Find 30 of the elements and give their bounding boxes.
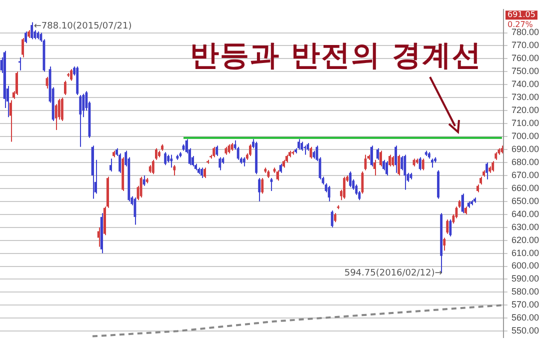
y-tick-label: 760.00 bbox=[511, 53, 540, 64]
annotation: ←788.10(2015/07/21) bbox=[34, 22, 132, 32]
y-tick-label: 670.00 bbox=[511, 170, 540, 180]
y-tick-label: 600.00 bbox=[511, 260, 540, 271]
y-tick-label: 650.00 bbox=[511, 196, 540, 206]
y-tick-label: 610.00 bbox=[511, 248, 540, 258]
y-tick-label: 750.00 bbox=[511, 66, 540, 76]
text: 691.05 bbox=[507, 10, 536, 20]
y-tick-label: 560.00 bbox=[511, 312, 540, 323]
y-tick-label: 550.00 bbox=[511, 326, 540, 336]
line-series bbox=[92, 304, 503, 338]
y-tick-label: 690.00 bbox=[511, 144, 540, 154]
y-tick-label: 720.00 bbox=[511, 105, 540, 116]
text: 반등과 반전의 경계선 bbox=[190, 37, 482, 74]
y-tick-label: 620.00 bbox=[511, 234, 540, 245]
y-tick-label: 590.00 bbox=[511, 274, 540, 284]
y-tick-label: 570.00 bbox=[511, 300, 540, 310]
y-tick-label: 780.00 bbox=[511, 27, 540, 38]
y-tick-label: 770.00 bbox=[511, 40, 540, 50]
y-tick-label: 700.00 bbox=[511, 131, 540, 142]
y-tick-label: 680.00 bbox=[511, 156, 540, 167]
annotation: 594.75(2016/02/12)→ bbox=[344, 268, 443, 278]
y-tick-label: 660.00 bbox=[511, 182, 540, 193]
text: 0.27% bbox=[507, 20, 534, 30]
y-tick-label: 730.00 bbox=[511, 92, 540, 102]
y-tick-label: 740.00 bbox=[511, 79, 540, 90]
y-tick-label: 640.00 bbox=[511, 208, 540, 219]
y-tick-label: 580.00 bbox=[511, 286, 540, 297]
y-tick-label: 710.00 bbox=[511, 118, 540, 128]
y-tick-label: 630.00 bbox=[511, 222, 540, 232]
